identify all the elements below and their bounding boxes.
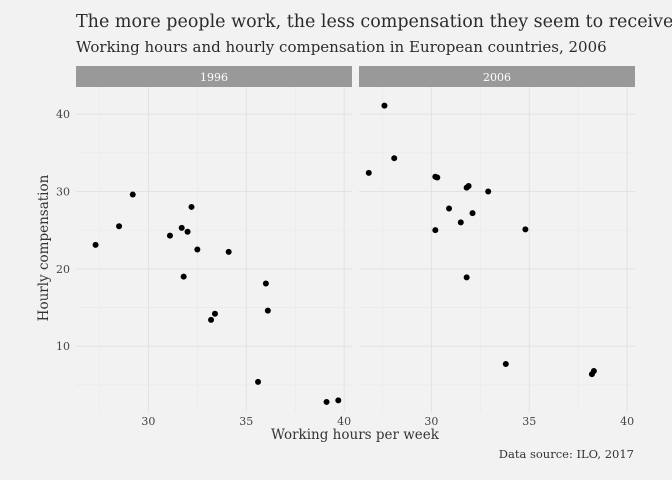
x-tick-label: 40 (337, 415, 351, 428)
y-tick-label: 10 (56, 340, 70, 353)
data-point (434, 174, 441, 181)
data-point (255, 378, 262, 385)
data-point (184, 228, 191, 235)
data-point (446, 205, 453, 212)
chart-title: The more people work, the less compensat… (76, 12, 672, 32)
data-point (264, 307, 271, 314)
x-tick-label: 30 (141, 415, 155, 428)
data-point (502, 361, 509, 368)
data-point (116, 223, 123, 230)
x-axis-title: Working hours per week (271, 427, 440, 443)
x-tick-label: 30 (424, 415, 438, 428)
data-point (323, 398, 330, 405)
y-tick-label: 40 (56, 108, 70, 121)
y-tick-label: 30 (56, 185, 70, 198)
data-point (166, 232, 173, 239)
x-tick-label: 40 (620, 415, 634, 428)
data-point (211, 310, 218, 317)
data-point (129, 191, 136, 198)
data-point (381, 102, 388, 109)
x-tick-label: 35 (239, 415, 253, 428)
data-point (180, 273, 187, 280)
facet-panel-1996: 1996 10 20 30 40 30 35 40 (56, 66, 352, 428)
facet-strip (76, 66, 352, 87)
data-point (463, 274, 470, 281)
data-point (335, 397, 342, 404)
facet-strip-label: 2006 (483, 71, 511, 84)
chart-subtitle: Working hours and hourly compensation in… (76, 38, 607, 56)
y-tick-label: 20 (56, 263, 70, 276)
data-point (92, 241, 99, 248)
data-point (590, 367, 597, 374)
data-point (457, 219, 464, 226)
data-point (465, 183, 472, 190)
data-point (225, 248, 232, 255)
facet-strip (359, 66, 635, 87)
data-point (522, 226, 529, 233)
data-point (208, 316, 215, 323)
x-tick-label: 35 (522, 415, 536, 428)
data-point (188, 203, 195, 210)
data-point (178, 224, 185, 231)
data-source-caption: Data source: ILO, 2017 (498, 447, 634, 461)
facet-strip-label: 1996 (200, 71, 228, 84)
data-point (391, 155, 398, 162)
y-axis-title: Hourly compensation (36, 174, 52, 321)
data-point (432, 227, 439, 234)
data-point (194, 246, 201, 253)
facet-panel-2006: 2006 30 35 40 (359, 66, 635, 428)
data-point (262, 280, 269, 287)
data-point (485, 188, 492, 195)
data-point (469, 210, 476, 217)
data-point (365, 169, 372, 176)
